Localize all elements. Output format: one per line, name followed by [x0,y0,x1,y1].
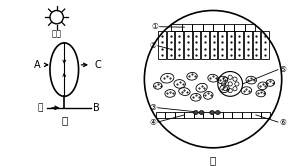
Bar [158,31,166,59]
Bar [234,24,244,31]
Bar [192,31,200,59]
Bar [201,31,209,59]
Text: ⑤: ⑤ [280,65,287,74]
Bar [227,31,234,59]
Bar [175,112,185,118]
Bar [181,24,192,31]
Bar [223,112,232,118]
Text: ⑥: ⑥ [280,118,287,126]
Ellipse shape [216,111,220,114]
Text: ①: ① [151,22,158,31]
Bar [253,31,260,59]
Bar [261,112,270,118]
Text: C: C [95,60,102,70]
Bar [203,112,213,118]
Ellipse shape [210,111,214,114]
Bar [235,31,243,59]
Text: 水: 水 [38,103,43,112]
Text: 甲: 甲 [61,115,67,125]
Bar [171,24,181,31]
Text: 乙: 乙 [210,155,216,166]
Bar [185,112,194,118]
Bar [213,24,223,31]
Text: 阳光: 阳光 [52,30,62,39]
Text: ③: ③ [150,103,156,112]
Bar [167,31,174,59]
Bar [192,24,202,31]
Bar [156,112,165,118]
Bar [175,31,183,59]
Bar [244,31,252,59]
Text: ②: ② [150,41,156,50]
Bar [261,31,269,59]
Bar [202,24,213,31]
Bar [232,112,242,118]
Text: A: A [34,60,41,70]
Ellipse shape [193,111,198,114]
Bar [244,24,255,31]
Text: ④: ④ [150,118,156,126]
Ellipse shape [199,111,204,114]
Bar [184,31,192,59]
Bar [194,112,203,118]
Bar [251,112,261,118]
Bar [223,24,234,31]
Bar [210,31,217,59]
Text: B: B [93,103,100,113]
Bar [165,112,175,118]
Bar [218,31,226,59]
Bar [213,112,223,118]
Bar [242,112,251,118]
